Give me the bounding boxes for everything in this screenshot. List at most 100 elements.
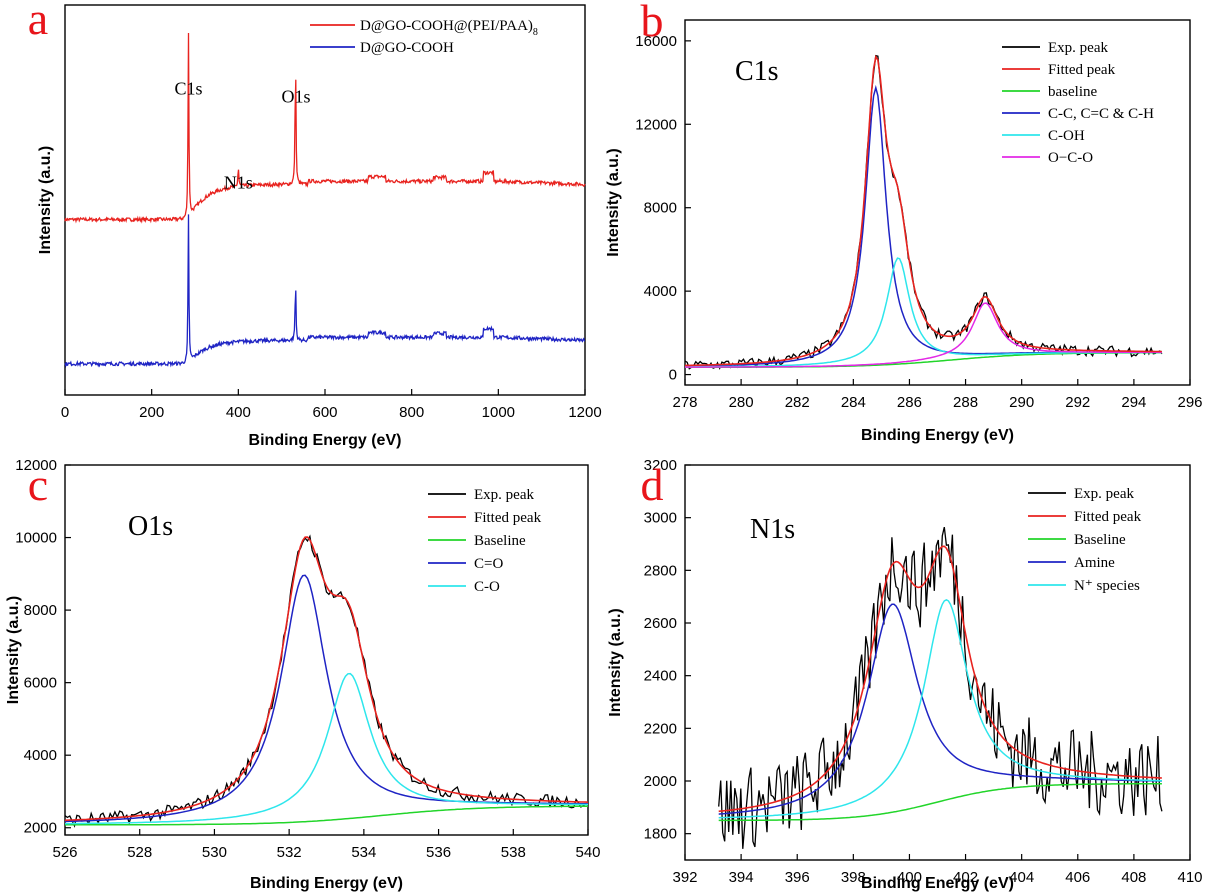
x-tick-label: 400 [226,404,251,421]
legend-label: D@GO-COOH [360,40,454,56]
core-level-label: O1s [128,511,173,542]
legend-label: C-C, C=C & C-H [1048,106,1154,122]
panel-d: 392 394 396 398 400 402 404 406 408 410 1800 2000 22… [607,457,1203,892]
legend-label: N⁺ species [1074,578,1140,594]
legend-subscript: 8 [533,27,538,38]
y-axis-label: Intensity (a.u.) [605,148,622,256]
component-line-2 [685,302,1162,368]
x-tick-label: 290 [1009,394,1034,411]
x-axis-label: Binding Energy (eV) [861,427,1014,444]
y-tick-label: 3200 [644,457,677,474]
legend-label: C-O [474,579,500,595]
x-tick-label: 1000 [482,404,515,421]
x-tick-label: 200 [139,404,164,421]
y-tick-label: 1800 [644,826,677,843]
x-tick-label: 404 [1009,869,1034,886]
x-tick-label: 532 [277,844,302,861]
plot-frame [684,464,1191,861]
x-axis-label: Binding Energy (eV) [249,432,402,449]
x-tick-label: 406 [1065,869,1090,886]
x-tick-label: 392 [672,869,697,886]
baseline-line [65,805,588,826]
legend-label: baseline [1048,84,1097,100]
x-tick-label: 530 [202,844,227,861]
x-tick-label: 394 [729,869,754,886]
x-axis-label: Binding Energy (eV) [861,875,1014,892]
exp-peak-line [64,534,589,828]
x-tick-label: 280 [729,394,754,411]
exp-peak-line [718,526,1163,849]
legend-label: Fitted peak [1074,509,1142,525]
legend-label: Fitted peak [1048,62,1116,78]
peak-annotation: O1s [281,87,310,107]
legend-label-text: D@GO-COOH@(PEI/PAA) [360,18,533,34]
y-tick-label: 3000 [644,510,677,527]
x-tick-label: 408 [1121,869,1146,886]
y-tick-label: 8000 [24,602,57,619]
plot-frame [684,19,1191,386]
peak-annotation: C1s [174,79,202,99]
x-tick-label: 284 [841,394,866,411]
legend-label: C=O [474,556,503,572]
panel-c: 526 528 530 532 534 536 538 540 2000 4000 6000 8000… [5,457,601,892]
y-tick-label: 2000 [24,820,57,837]
panel-letter: a [28,0,48,44]
x-tick-label: 286 [897,394,922,411]
y-tick-label: 4000 [24,747,57,764]
legend-label: Exp. peak [474,487,534,503]
x-axis-label: Binding Energy (eV) [250,875,403,892]
x-tick-label: 396 [785,869,810,886]
fitted-peak-line [64,536,589,822]
baseline-line [718,782,1162,822]
x-tick-label: 534 [351,844,376,861]
component-line-0 [685,84,1162,367]
legend-label: Fitted peak [474,510,542,526]
legend-label: Amine [1074,555,1115,571]
core-level-label: N1s [750,514,795,545]
legend-label: Exp. peak [1048,40,1108,56]
series-line-0 [64,32,586,224]
y-tick-label: 8000 [644,200,677,217]
exp-peak-line [684,54,1163,370]
fitted-peak-line [718,545,1162,813]
fitted-peak-line [685,54,1162,367]
y-tick-label: 10000 [15,530,57,547]
x-tick-label: 0 [61,404,69,421]
y-axis-label: Intensity (a.u.) [37,146,54,254]
panel-a: 0 200 400 600 800 1000 1200 Binding Energy (eV)… [28,0,602,449]
y-tick-label: 2600 [644,615,677,632]
legend-label: Baseline [1074,532,1126,548]
y-tick-label: 2800 [644,562,677,579]
y-tick-label: 12000 [15,457,57,474]
x-tick-label: 1200 [568,404,601,421]
x-tick-label: 400 [897,869,922,886]
legend-label: D@GO-COOH@(PEI/PAA)8 [360,18,538,38]
peak-annotation: N1s [224,172,253,192]
x-tick-label: 402 [953,869,978,886]
legend-label: C-OH [1048,128,1085,144]
y-axis-label: Intensity (a.u.) [607,608,624,716]
x-tick-label: 536 [426,844,451,861]
x-tick-label: 800 [399,404,424,421]
y-tick-label: 4000 [644,283,677,300]
panel-b: 278 280 282 284 286 288 290 292 294 296 0 4000 8000 1… [605,0,1203,444]
y-tick-label: 2200 [644,720,677,737]
x-tick-label: 410 [1177,869,1202,886]
panel-letter: b [641,0,664,46]
legend-label: O−C-O [1048,150,1093,166]
x-tick-label: 296 [1177,394,1202,411]
x-tick-label: 282 [785,394,810,411]
x-tick-label: 288 [953,394,978,411]
x-tick-label: 292 [1065,394,1090,411]
x-tick-label: 600 [312,404,337,421]
legend-label: Baseline [474,533,526,549]
component-line-1 [718,598,1162,819]
y-tick-label: 16000 [635,33,677,50]
panel-letter: c [28,459,48,510]
x-tick-label: 278 [672,394,697,411]
x-tick-label: 528 [127,844,152,861]
core-level-label: C1s [735,56,779,87]
x-tick-label: 538 [501,844,526,861]
plot-frame [64,464,589,836]
